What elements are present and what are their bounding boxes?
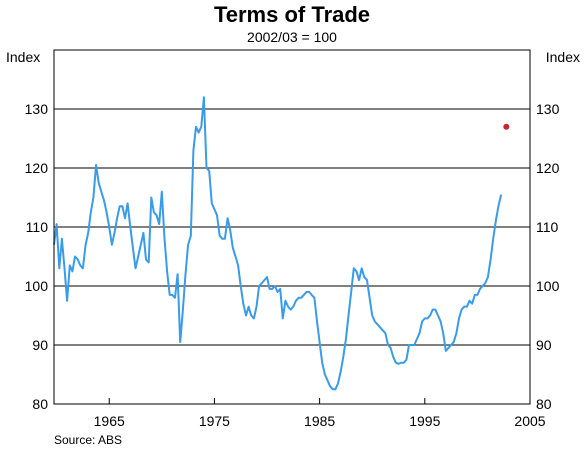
left-y-tick-labels: 80 90 100 110 120 130 [25, 101, 49, 412]
y-tick-label-right: 130 [536, 101, 560, 117]
right-y-tick-labels: 80 90 100 110 120 130 [536, 101, 560, 412]
chart-subtitle: 2002/03 = 100 [247, 29, 337, 45]
forecast-point [503, 123, 510, 130]
x-tick-label: 1985 [304, 413, 335, 429]
series-layer [53, 96, 510, 391]
y-tick-label-right: 100 [536, 278, 560, 294]
y-tick-label-right: 120 [536, 160, 560, 176]
x-tick-label: 1965 [94, 413, 125, 429]
y-tick-label-right: 110 [536, 219, 559, 235]
y-tick-label-left: 100 [25, 278, 49, 294]
y-tick-label-left: 130 [25, 101, 49, 117]
x-tick-label: 2005 [514, 413, 545, 429]
y-tick-label-left: 90 [32, 337, 48, 353]
source-note: Source: ABS [54, 433, 122, 447]
left-axis-unit-label: Index [6, 49, 40, 65]
x-axis-ticks: 1965 1975 1985 1995 2005 [94, 398, 546, 429]
x-tick-label: 1995 [409, 413, 440, 429]
chart-title: Terms of Trade [214, 2, 370, 27]
plot-frame [53, 49, 531, 405]
y-tick-label-left: 80 [32, 396, 48, 412]
y-tick-label-left: 120 [25, 160, 49, 176]
y-tick-label-left: 110 [26, 219, 49, 235]
right-axis-unit-label: Index [546, 49, 580, 65]
y-tick-label-right: 90 [536, 337, 552, 353]
series-line [53, 96, 503, 391]
x-tick-label: 1975 [199, 413, 230, 429]
y-tick-label-right: 80 [536, 396, 552, 412]
